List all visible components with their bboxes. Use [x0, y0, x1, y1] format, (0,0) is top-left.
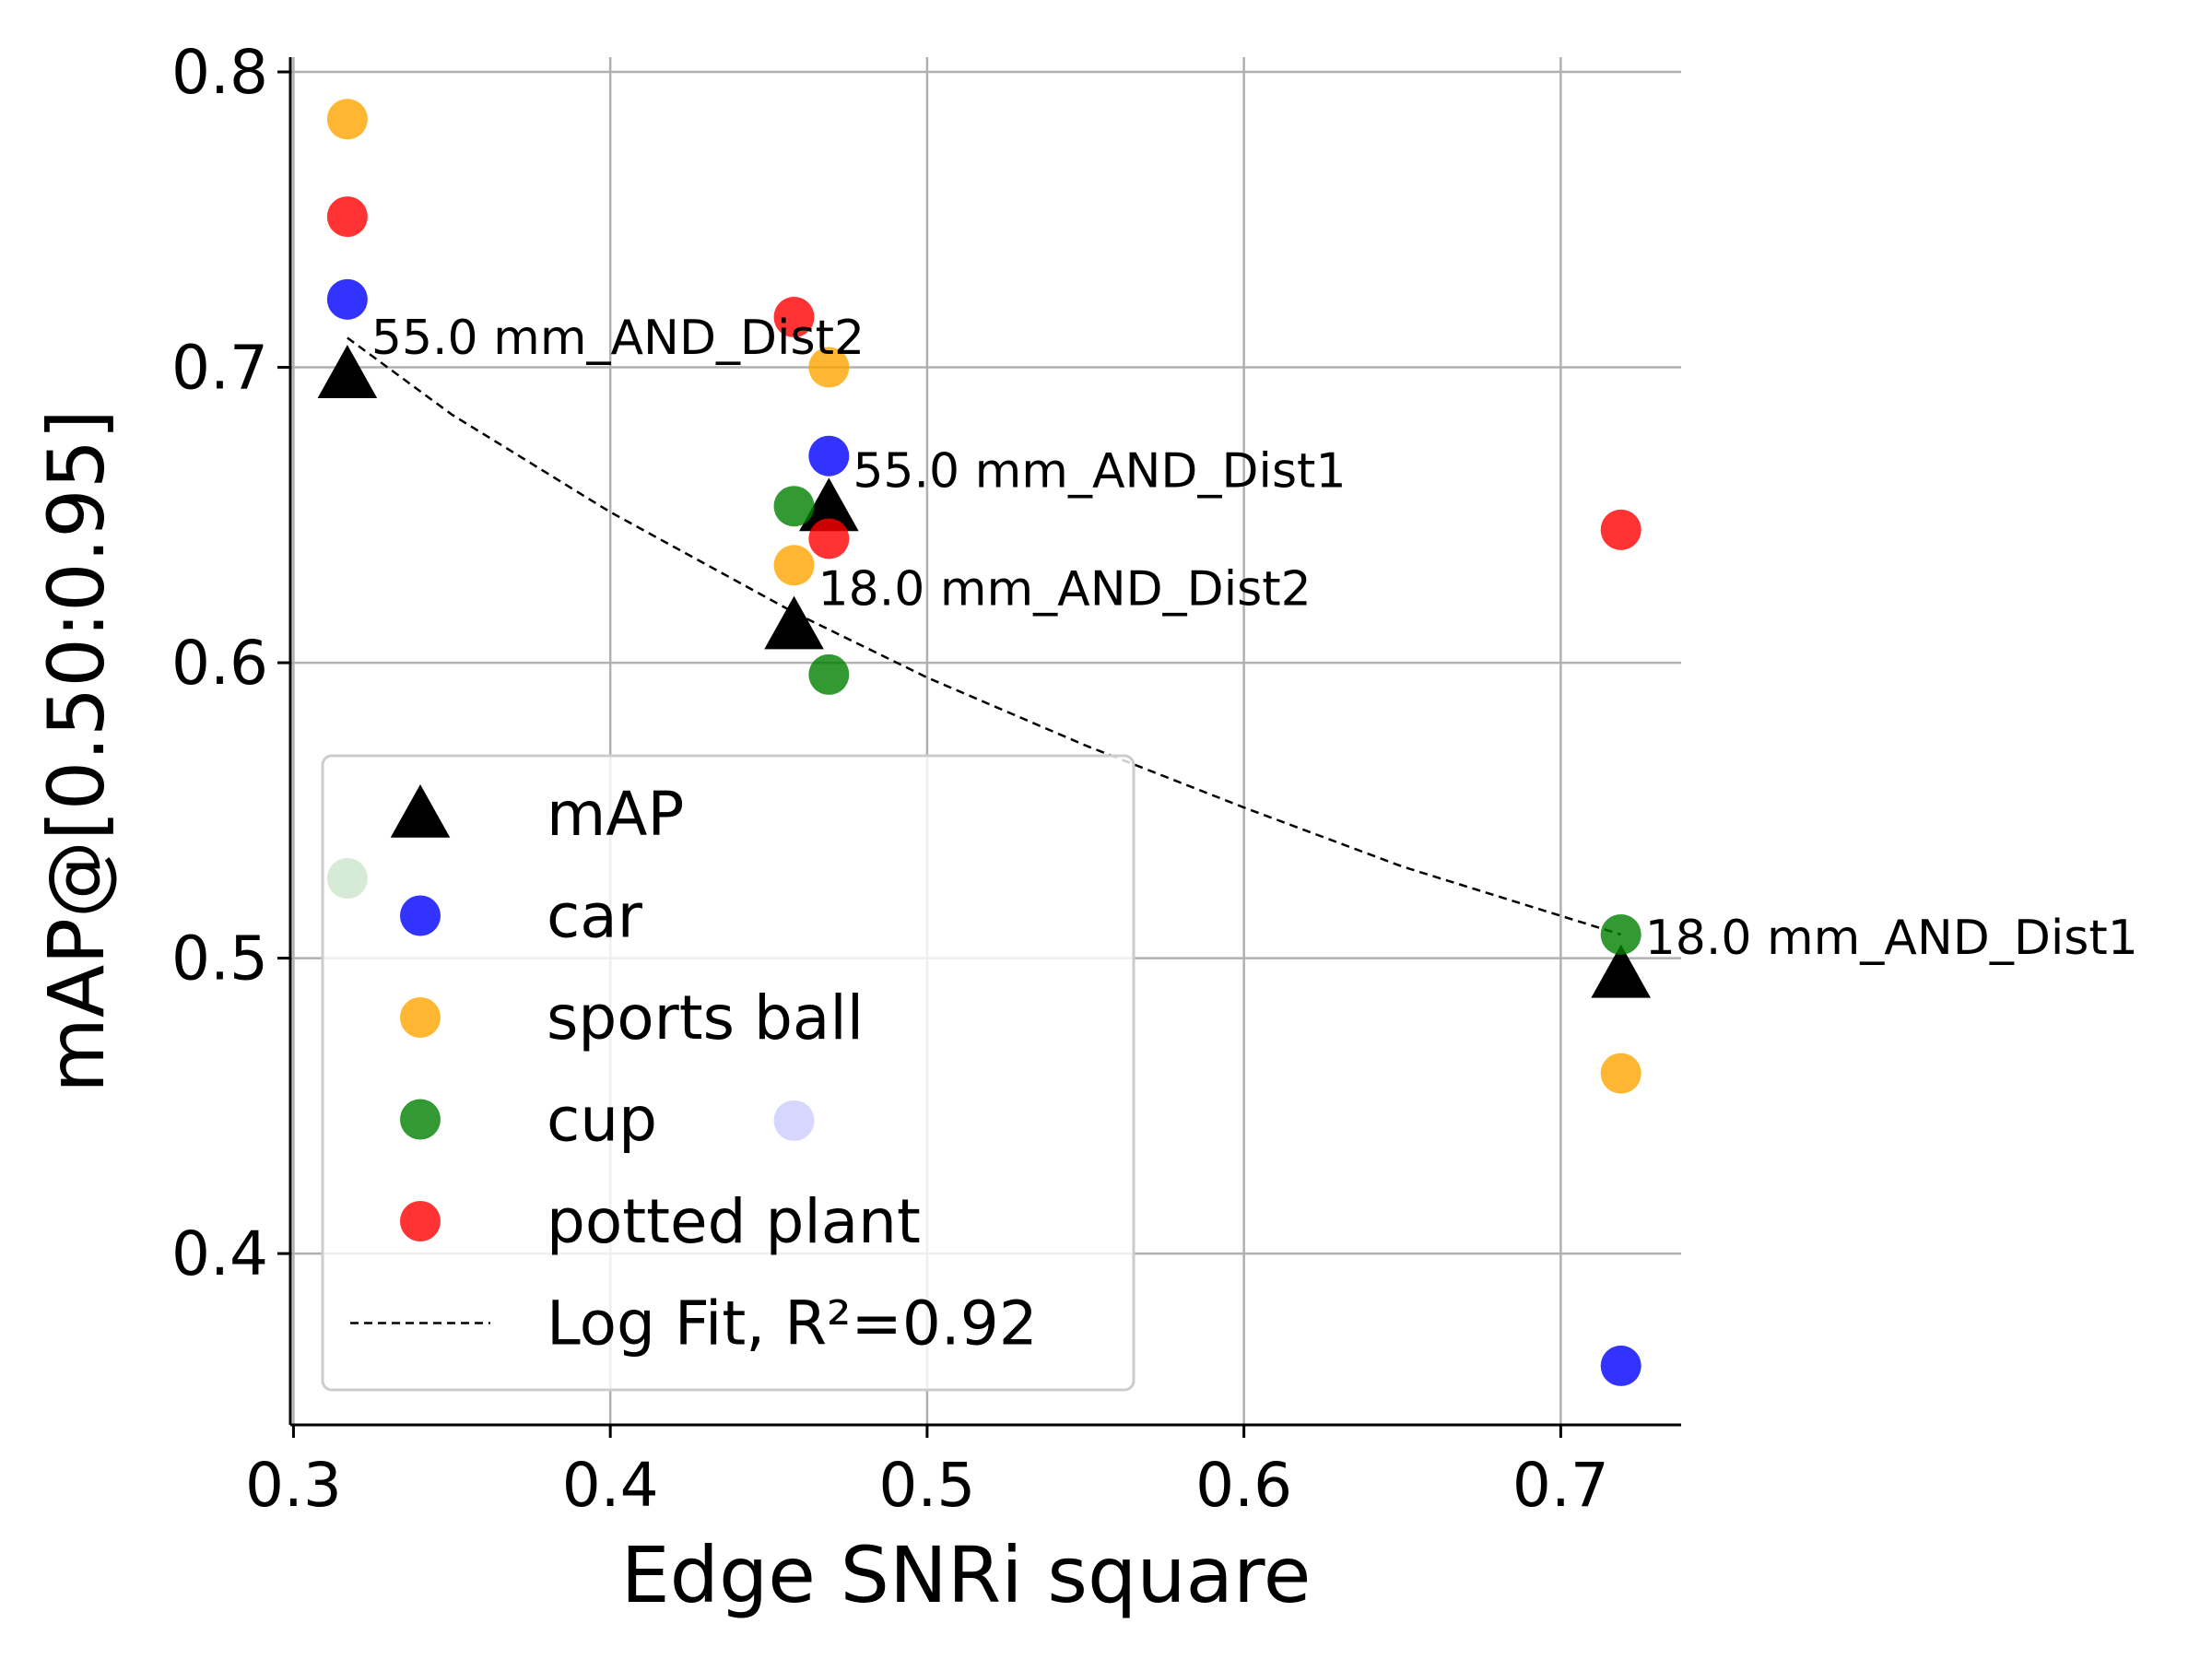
potted-plant-point: [808, 518, 850, 559]
cup-point: [1600, 913, 1641, 955]
point-annotation: 18.0 mm_AND_Dist2: [818, 562, 1312, 618]
map-triangle-point: [764, 595, 824, 650]
y-tick-label: 0.7: [171, 333, 268, 404]
potted-plant-point: [1600, 509, 1641, 550]
legend-sports-ball-marker: [400, 997, 441, 1038]
car-point: [1600, 1345, 1641, 1386]
legend-label: sports ball: [547, 982, 864, 1053]
legend-label: potted plant: [547, 1186, 921, 1257]
sports-ball-point: [1600, 1053, 1641, 1094]
legend-label: car: [547, 881, 643, 952]
annotations-layer: 55.0 mm_AND_Dist2 55.0 mm_AND_Dist1 18.0 m…: [371, 311, 2138, 966]
map-triangle-point: [1591, 944, 1651, 998]
cup-point: [808, 653, 850, 695]
legend-cup-marker: [400, 1099, 441, 1140]
legend-map-marker: [390, 784, 451, 838]
x-tick-label: 0.3: [245, 1450, 342, 1521]
point-annotation: 18.0 mm_AND_Dist1: [1645, 911, 2138, 966]
map-triangle-point: [799, 477, 859, 532]
potted-plant-point: [326, 196, 368, 238]
car-point: [808, 435, 850, 477]
x-tick-label: 0.4: [562, 1450, 659, 1521]
points-layer: [317, 99, 1651, 1386]
legend-car-marker: [400, 895, 441, 936]
car-point: [326, 278, 368, 320]
cup-point: [773, 486, 815, 527]
tick-labels: 0.3 0.4 0.5 0.6 0.7 0.4 0.5 0.6 0.7 0.8: [171, 37, 1609, 1521]
x-tick-label: 0.7: [1512, 1450, 1609, 1521]
point-annotation: 55.0 mm_AND_Dist2: [371, 311, 865, 366]
legend: mAP car sports ball cup potted plant Log Fit,…: [321, 754, 1135, 1392]
axes: [288, 57, 1681, 1427]
legend-box: [321, 754, 1135, 1392]
y-tick-label: 0.4: [171, 1218, 268, 1289]
map-triangle-point: [317, 345, 378, 398]
y-tick-label: 0.5: [171, 924, 268, 994]
legend-potted-plant-marker: [400, 1201, 441, 1241]
x-tick-label: 0.6: [1195, 1450, 1292, 1521]
point-annotation: 55.0 mm_AND_Dist1: [853, 443, 1346, 499]
y-tick-label: 0.8: [171, 37, 268, 108]
y-axis-title: mAP@[0.50:0.95]: [31, 409, 122, 1093]
x-tick-label: 0.5: [878, 1450, 975, 1521]
x-axis-title: Edge SNRi square: [621, 1530, 1312, 1620]
potted-plant-point: [773, 297, 815, 338]
sports-ball-point: [326, 99, 368, 140]
sports-ball-point: [808, 347, 850, 388]
legend-label: cup: [547, 1085, 657, 1156]
legend-label: Log Fit, R²=0.92: [547, 1288, 1038, 1359]
sports-ball-point: [773, 545, 815, 586]
y-tick-label: 0.6: [171, 628, 268, 699]
legend-label: mAP: [547, 779, 684, 850]
